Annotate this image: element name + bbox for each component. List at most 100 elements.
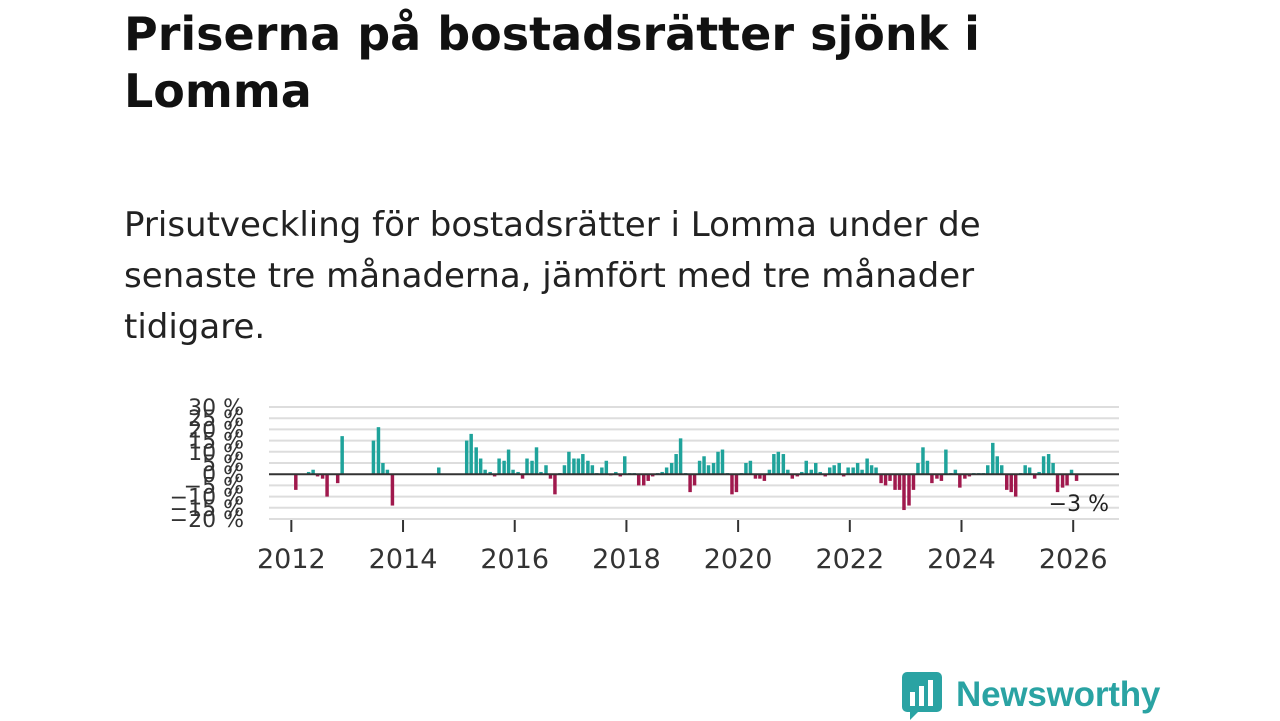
chart-title: Priserna på bostadsrätter sjönk i Lomma xyxy=(124,7,980,118)
bar xyxy=(851,467,855,475)
bar xyxy=(991,442,995,475)
last-value-label: −3 % xyxy=(1049,492,1109,517)
bar xyxy=(953,469,958,475)
bar xyxy=(711,463,716,475)
bar xyxy=(506,449,511,475)
y-tick-label: −15 % xyxy=(170,497,244,522)
newsworthy-logo-icon xyxy=(902,672,942,720)
bar xyxy=(776,451,781,475)
bar xyxy=(869,465,874,475)
bar xyxy=(572,458,576,475)
bar xyxy=(706,465,711,475)
bar xyxy=(702,456,706,475)
bar xyxy=(678,438,683,475)
bar xyxy=(520,474,525,479)
bar xyxy=(636,474,641,486)
bar xyxy=(660,471,664,475)
bar xyxy=(818,471,822,475)
y-tick-label: 30 % xyxy=(188,396,244,421)
bar xyxy=(1009,474,1013,493)
y-tick-label: −20 % xyxy=(170,508,244,533)
bar xyxy=(930,474,934,484)
bar xyxy=(664,467,669,475)
bar xyxy=(581,454,585,475)
bar xyxy=(376,427,381,475)
bar xyxy=(1027,467,1032,475)
bar xyxy=(478,458,483,475)
bar xyxy=(730,474,734,495)
bar xyxy=(1060,474,1065,488)
bar xyxy=(497,458,501,475)
chart-subtitle: Prisutveckling för bostadsrätter i Lomma… xyxy=(124,205,981,347)
bar xyxy=(1055,474,1060,493)
bar xyxy=(921,447,925,475)
bar xyxy=(586,460,590,475)
bar xyxy=(986,465,990,475)
bar xyxy=(604,460,609,475)
bar xyxy=(855,463,860,475)
bar xyxy=(944,449,948,475)
y-tick-label: 5 % xyxy=(202,452,244,477)
bar xyxy=(897,474,902,490)
bar xyxy=(669,463,674,475)
bar xyxy=(1046,454,1051,475)
bar xyxy=(688,474,692,493)
bar xyxy=(294,474,298,490)
x-tick-label: 2012 xyxy=(257,544,326,575)
bar xyxy=(758,474,762,479)
bar xyxy=(823,474,827,477)
bar xyxy=(888,474,892,481)
y-tick-label: 15 % xyxy=(188,430,244,455)
y-tick-label: 20 % xyxy=(188,418,244,443)
x-tick-label: 2014 xyxy=(369,544,438,575)
bar xyxy=(916,463,920,475)
bar xyxy=(335,474,340,484)
bar xyxy=(1032,474,1037,479)
newsworthy-logo-text: Newsworthy xyxy=(956,675,1161,714)
bar xyxy=(720,449,725,475)
bar xyxy=(650,474,655,477)
bar xyxy=(600,467,604,475)
bar xyxy=(762,474,767,481)
bar xyxy=(827,467,832,475)
y-tick-label: −10 % xyxy=(170,486,244,511)
bar xyxy=(995,456,999,475)
x-tick-label: 2016 xyxy=(480,544,549,575)
bar xyxy=(860,469,864,475)
bar xyxy=(753,474,758,479)
bar xyxy=(999,465,1004,475)
bar xyxy=(939,474,944,481)
bar xyxy=(697,460,702,475)
bar xyxy=(553,474,557,495)
x-axis: 2012 2014 2016 2018 2020 2022 2024 2026 xyxy=(257,473,1119,575)
bar xyxy=(516,471,520,475)
bar xyxy=(963,474,967,479)
bar xyxy=(544,465,548,475)
x-tick-label: 2026 xyxy=(1039,544,1108,575)
x-tick-label: 2018 xyxy=(592,544,661,575)
bar xyxy=(1074,474,1079,481)
y-tick-label: 10 % xyxy=(188,441,244,466)
bar xyxy=(883,474,888,486)
newsworthy-logo: Newsworthy xyxy=(902,669,1160,721)
bar xyxy=(464,440,469,475)
bar xyxy=(614,471,618,475)
bar xyxy=(804,460,808,475)
bar xyxy=(874,467,878,475)
y-tick-label: −5 % xyxy=(184,474,244,499)
bar xyxy=(800,471,804,475)
bar xyxy=(576,458,581,475)
y-tick-label: 25 % xyxy=(188,407,244,432)
bar xyxy=(385,469,390,475)
bar xyxy=(306,471,311,475)
bar xyxy=(748,460,753,475)
bar xyxy=(320,474,325,479)
bar xyxy=(567,451,571,475)
bar xyxy=(539,471,543,475)
bar xyxy=(809,469,814,475)
bar xyxy=(935,474,939,479)
bar xyxy=(958,474,962,488)
bar xyxy=(907,474,911,506)
x-tick-label: 2022 xyxy=(815,544,884,575)
bar xyxy=(716,451,720,475)
